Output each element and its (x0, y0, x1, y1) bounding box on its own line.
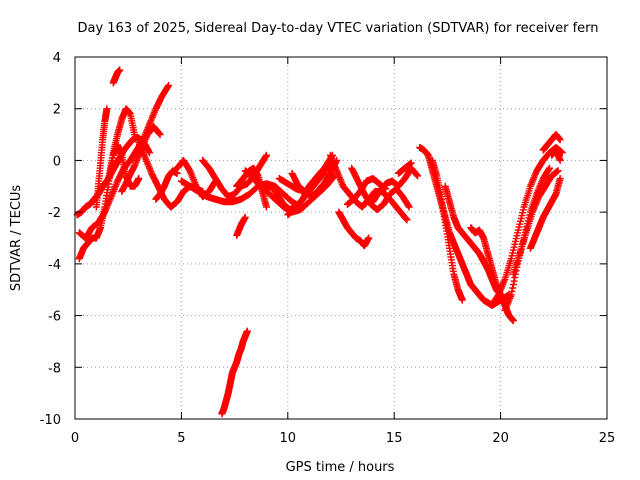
data-points (73, 66, 566, 418)
series-t28 (429, 156, 466, 304)
y-tick-label: -6 (48, 310, 61, 325)
series-t22 (335, 208, 373, 250)
y-tick-label: -10 (40, 413, 61, 428)
data-point-markers (109, 66, 124, 87)
data-point-markers (348, 164, 413, 214)
series-t33 (509, 167, 562, 278)
x-tick-label: 20 (492, 431, 509, 446)
series-t34 (526, 175, 564, 252)
x-tick-label: 25 (599, 431, 616, 446)
series-t26 (395, 159, 415, 177)
x-tick-label: 15 (386, 431, 403, 446)
y-tick-label: 0 (53, 154, 61, 169)
data-point-markers (335, 208, 373, 250)
series-t24 (348, 164, 413, 214)
series-t20 (288, 156, 341, 201)
series-t9 (152, 167, 181, 203)
data-point-markers (395, 159, 415, 177)
y-tick-label: -8 (48, 361, 61, 376)
series-t7 (118, 123, 164, 195)
x-tick-label: 0 (71, 431, 79, 446)
y-tick-label: -2 (48, 206, 61, 221)
data-point-markers (539, 131, 564, 154)
series-t5 (109, 66, 124, 87)
x-tick-label: 5 (177, 431, 185, 446)
series-t6 (105, 105, 139, 180)
data-point-markers (105, 105, 139, 180)
y-tick-label: -4 (48, 258, 61, 273)
series-t36 (548, 146, 564, 164)
data-point-markers (369, 164, 422, 206)
data-point-markers (548, 146, 564, 164)
series-t11 (173, 156, 219, 201)
data-point-markers (92, 105, 111, 211)
data-point-markers (509, 167, 562, 278)
x-axis-label: GPS time / hours (286, 460, 395, 475)
data-point-markers (233, 213, 249, 239)
series-t25 (369, 164, 422, 206)
y-axis-label: SDTVAR / TECUs (9, 185, 24, 292)
data-point-markers (173, 156, 219, 201)
data-point-markers (218, 327, 251, 418)
plot-border (74, 56, 608, 420)
x-tick-label: 10 (280, 431, 297, 446)
series-t15 (218, 327, 251, 418)
y-tick-label: 4 (53, 51, 61, 66)
data-point-markers (526, 175, 564, 252)
axis-ticks: 0 5 10 15 20 25 -10 -8 -6 -4 -2 0 2 4 (40, 51, 616, 446)
data-point-markers (152, 167, 181, 203)
grid (75, 57, 607, 419)
series-t14 (233, 213, 249, 239)
data-point-markers (288, 156, 341, 201)
data-point-markers (429, 156, 466, 304)
y-tick-label: 2 (53, 103, 61, 118)
chart-title: Day 163 of 2025, Sidereal Day-to-day VTE… (77, 21, 598, 36)
series-t35 (539, 131, 564, 154)
data-point-markers (118, 123, 164, 195)
series-t4 (92, 105, 111, 211)
